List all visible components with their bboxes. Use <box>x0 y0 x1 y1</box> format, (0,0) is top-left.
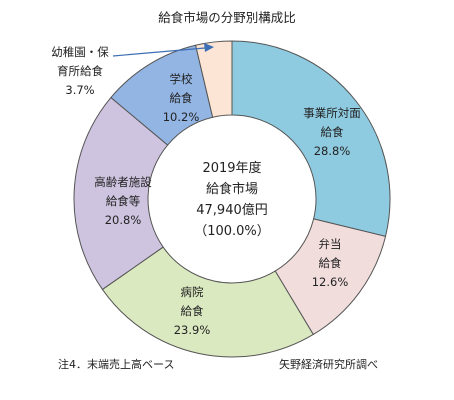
slice-nursery-name-label: 育所給食 <box>57 64 103 78</box>
leader-line <box>112 47 206 57</box>
slice-elderly-pct-label: 20.8% <box>105 213 142 227</box>
slice-bento-pct-label: 12.6% <box>312 275 349 289</box>
slice-elderly <box>73 96 169 291</box>
center-percent: （100.0%） <box>194 224 270 239</box>
slice-hospital-pct-label: 23.9% <box>174 323 211 337</box>
slice-office <box>231 40 391 237</box>
slice-office-name-label: 給食 <box>321 125 344 139</box>
slice-hospital-name-label: 病院 <box>181 285 204 299</box>
center-label: 2019年度 給食市場 47,940億円 （100.0%） <box>194 160 270 239</box>
slice-office-name-label: 事業所対面 <box>303 106 361 120</box>
chart-title: 給食市場の分野別構成比 <box>158 10 296 25</box>
slice-hospital-name-label: 給食 <box>181 304 204 318</box>
slice-nursery-pct-label: 3.7% <box>65 83 94 97</box>
footnote-right: 矢野経済研究所調べ <box>279 357 378 371</box>
slice-office-pct-label: 28.8% <box>314 144 351 158</box>
slice-school-name-label: 学校 <box>170 72 193 86</box>
slice-bento-name-label: 弁当 <box>319 237 342 251</box>
slice-nursery-name-label: 幼稚園・保 <box>51 45 109 59</box>
slice-school-pct-label: 10.2% <box>163 110 200 124</box>
center-year: 2019年度 <box>202 160 261 176</box>
center-market: 給食市場 <box>206 181 258 197</box>
slice-elderly-name-label: 給食等 <box>106 194 141 208</box>
slice-nursery <box>194 40 233 118</box>
slice-school-name-label: 給食 <box>170 91 193 105</box>
center-total: 47,940億円 <box>196 202 268 218</box>
slice-group <box>73 40 391 358</box>
slice-hospital <box>101 246 314 358</box>
label-group: 事業所対面給食28.8%弁当給食12.6%病院給食23.9%高齢者施設給食等20… <box>51 45 361 337</box>
leader-arrowhead <box>204 43 214 52</box>
footnote-left: 注4．末端売上高ベース <box>58 357 174 371</box>
slice-bento-name-label: 給食 <box>319 256 342 270</box>
slice-elderly-name-label: 高齢者施設 <box>94 175 152 189</box>
